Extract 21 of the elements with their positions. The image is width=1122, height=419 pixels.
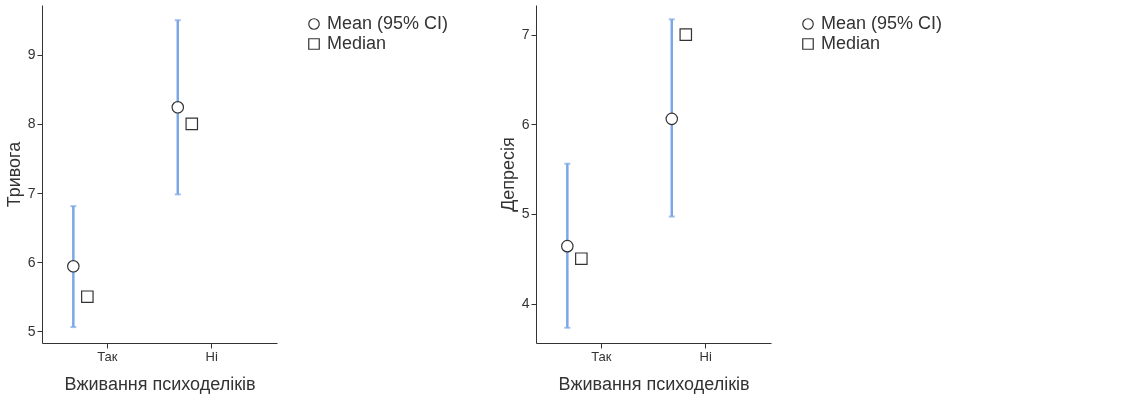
x-tick-label: Так: [591, 348, 612, 364]
legend-label: Mean (95% CI): [327, 13, 449, 33]
x-tick-label: Так: [97, 348, 118, 364]
y-tick-label: 5: [521, 205, 530, 222]
y-axis-title: Тривога: [3, 140, 24, 208]
y-tick-label: 5: [27, 322, 36, 339]
y-tick-label: 7: [521, 26, 530, 43]
y-tick-label: 7: [27, 184, 36, 201]
y-tick-label: 8: [27, 115, 36, 132]
y-tick-label: 4: [521, 295, 530, 312]
x-tick-label: Ні: [699, 348, 712, 364]
x-axis-title: Вживання психоделіків: [64, 373, 256, 394]
x-axis-title: Вживання психоделіків: [558, 373, 750, 394]
legend-label: Mean (95% CI): [821, 13, 943, 33]
legend-label: Median: [821, 33, 881, 53]
y-tick-label: 6: [521, 115, 530, 132]
x-tick-label: Ні: [205, 348, 218, 364]
y-tick-label: 6: [27, 253, 36, 270]
y-tick-label: 9: [27, 46, 36, 63]
legend-label: Median: [327, 33, 387, 53]
y-axis-title: Депресія: [497, 137, 518, 212]
